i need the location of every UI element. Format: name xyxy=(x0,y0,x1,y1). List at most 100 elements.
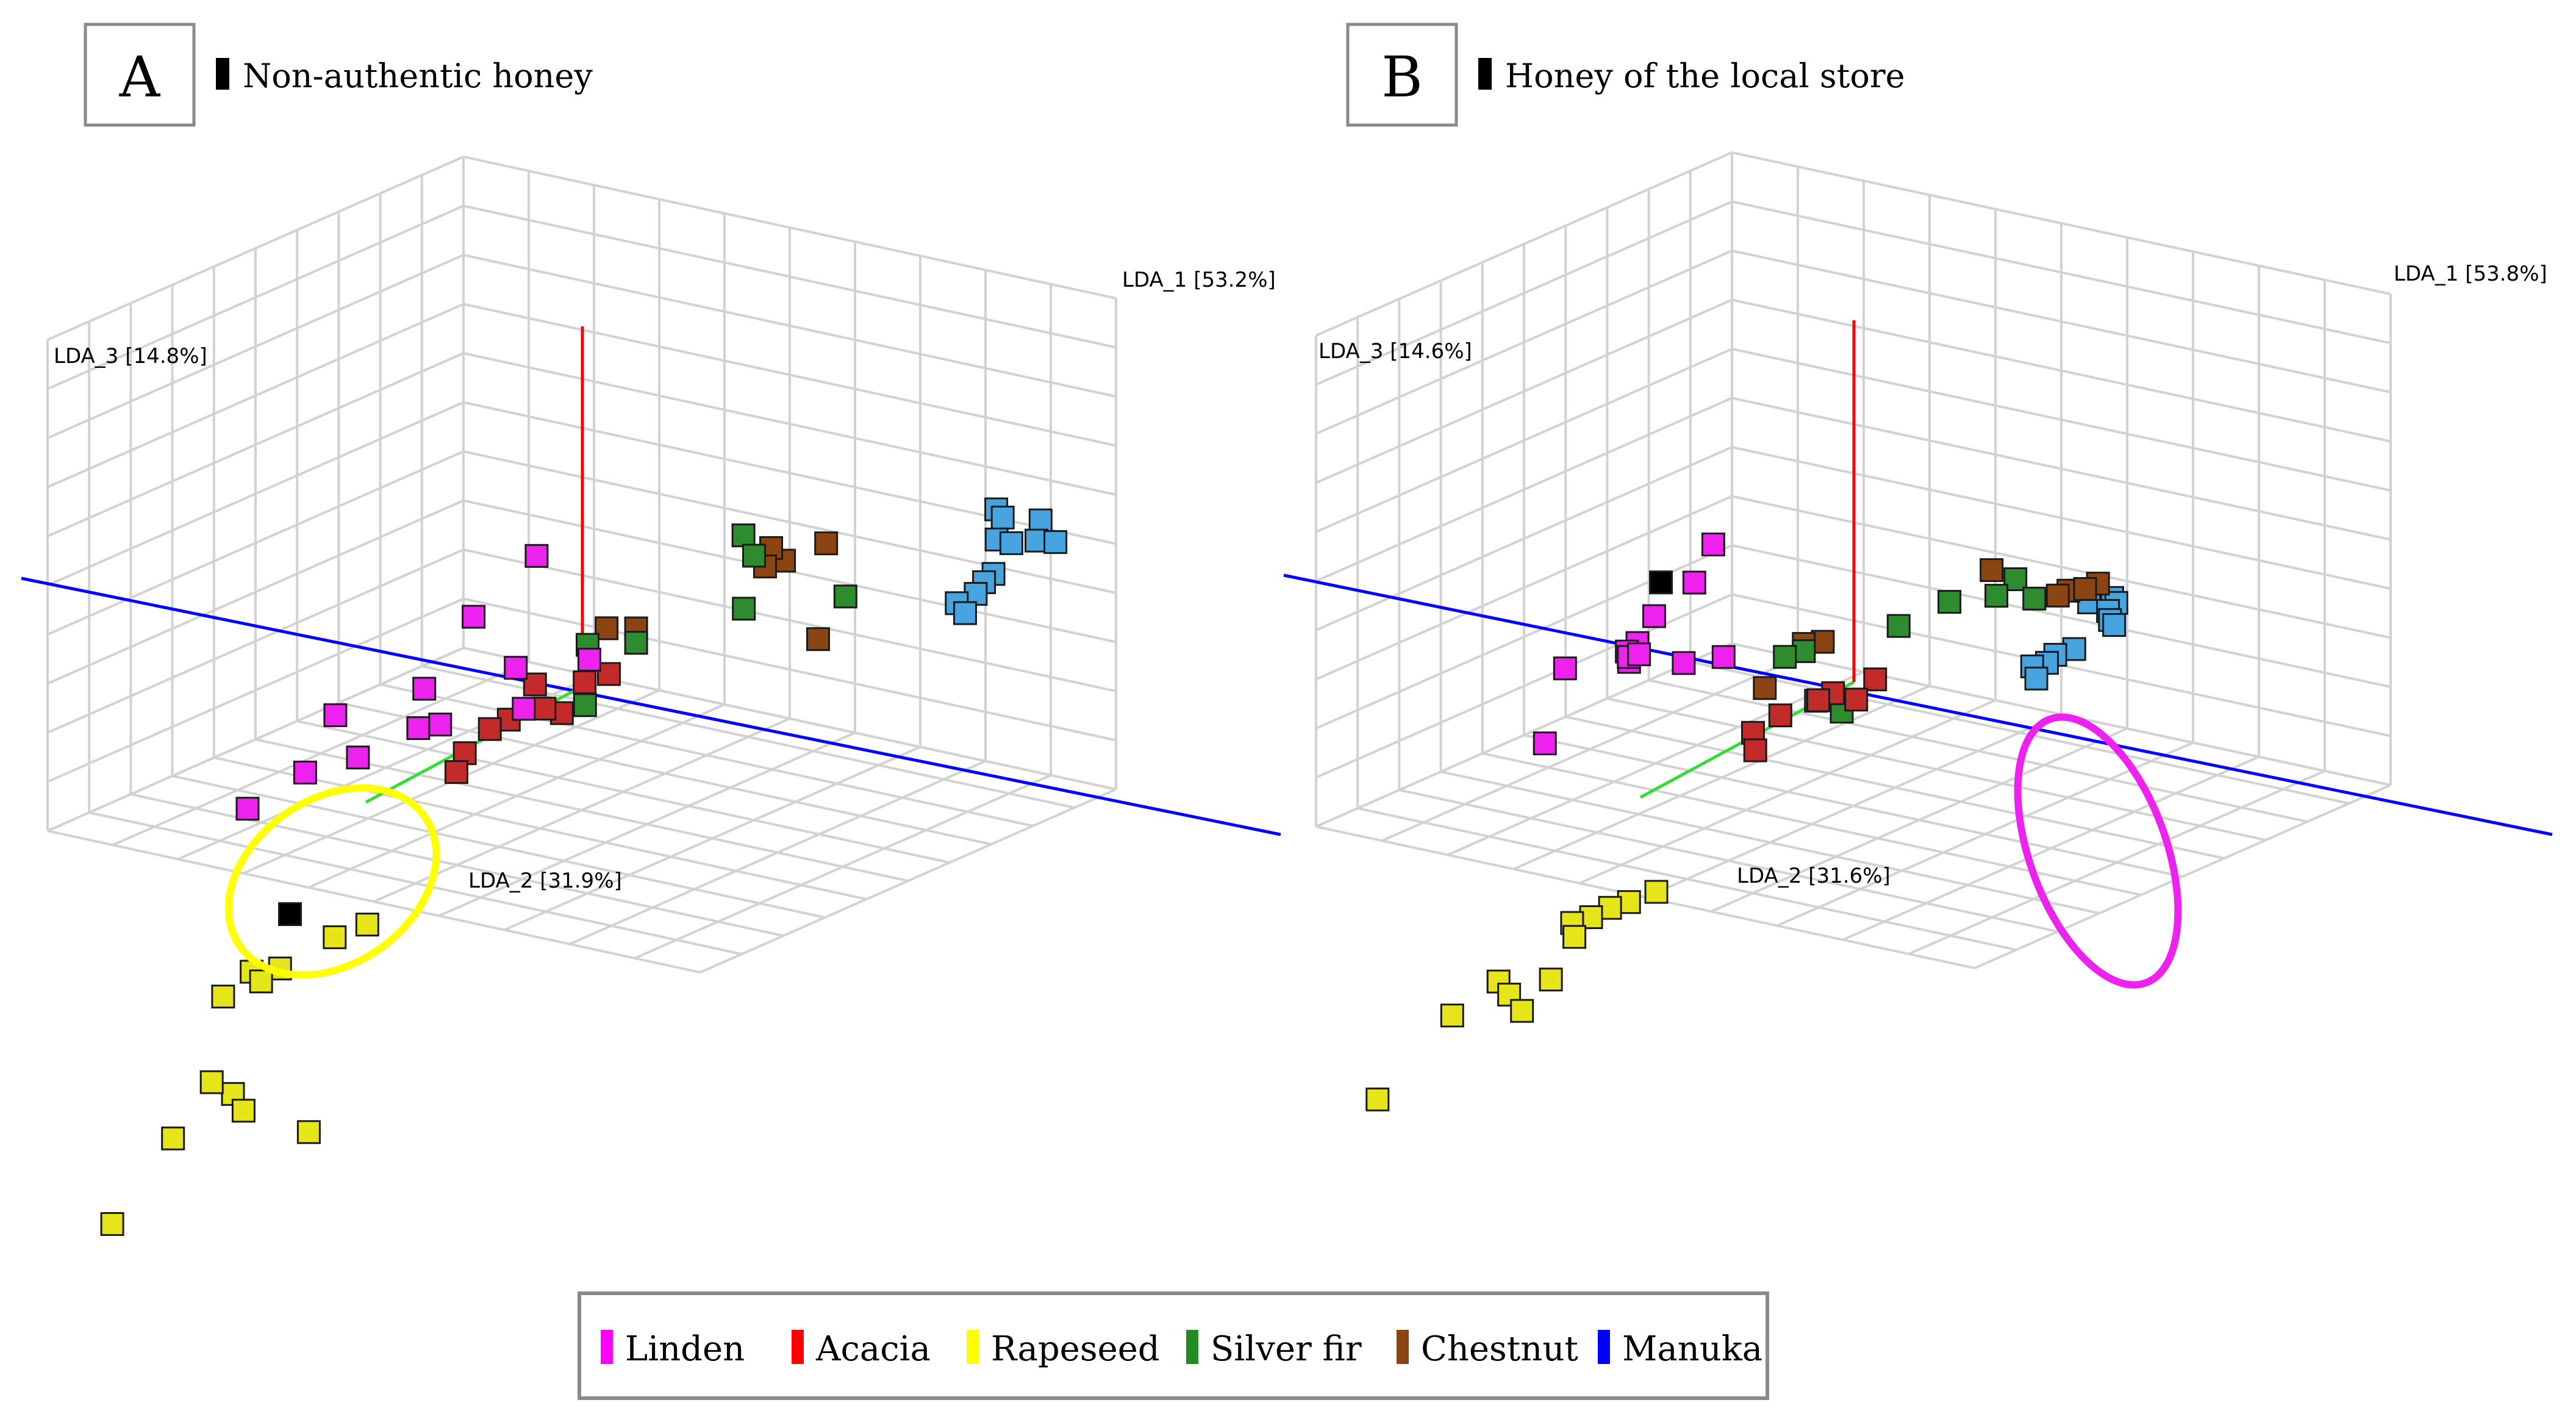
data-point xyxy=(1773,645,1797,669)
series-acacia xyxy=(1741,667,1887,763)
panel-b-axis-2-label: LDA_2 [31.6%] xyxy=(1737,864,1891,888)
data-point xyxy=(806,627,830,652)
data-point xyxy=(573,670,597,694)
data-point xyxy=(990,505,1015,530)
series-acacia xyxy=(444,662,621,784)
data-point xyxy=(1937,590,1962,614)
data-point xyxy=(293,760,317,784)
data-point xyxy=(731,523,756,548)
data-point xyxy=(406,716,431,741)
data-point xyxy=(235,797,260,821)
data-point xyxy=(1043,530,1068,555)
data-point xyxy=(1844,688,1869,712)
data-point xyxy=(355,913,379,937)
data-point xyxy=(597,662,621,686)
panel-a-axis-3-label: LDA_3 [14.8%] xyxy=(54,344,207,368)
data-point xyxy=(100,1212,124,1236)
data-point xyxy=(2024,666,2048,691)
legend-swatch xyxy=(601,1330,613,1364)
data-point xyxy=(1863,667,1887,692)
series-linden xyxy=(1533,533,1736,756)
data-point xyxy=(462,605,486,629)
data-point xyxy=(2045,583,2070,608)
data-point xyxy=(1553,656,1577,681)
series-silver-fir xyxy=(1773,567,2047,723)
series-honey-of-the-local-store xyxy=(1649,570,1673,595)
panel-b: B Honey of the local store LDA_1 [53.8%]… xyxy=(1283,23,2553,1111)
data-point xyxy=(833,584,857,609)
panel-b-letter: B xyxy=(1381,45,1423,110)
data-point xyxy=(1743,738,1767,763)
data-point xyxy=(742,544,766,568)
data-point xyxy=(532,697,557,721)
panel-a-title: Non-authentic honey xyxy=(243,57,593,95)
series-non-authentic-honey xyxy=(278,902,302,926)
data-point xyxy=(1627,642,1651,667)
data-point xyxy=(278,902,302,926)
data-point xyxy=(512,697,536,721)
data-point xyxy=(1753,676,1777,700)
panel-a-letter-box xyxy=(84,23,196,127)
data-point xyxy=(1644,880,1669,904)
legend-item-rapeseed: Rapeseed xyxy=(967,1329,1160,1369)
panel-a: A Non-authentic honey LDA_1 [53.2%] LDA_… xyxy=(21,23,1281,1236)
legend-frame xyxy=(578,1291,1769,1400)
data-point xyxy=(524,544,549,568)
data-point xyxy=(211,985,235,1009)
legend-swatch xyxy=(1397,1330,1409,1364)
series-linden xyxy=(235,544,601,821)
data-point xyxy=(1642,604,1666,628)
data-point xyxy=(346,745,370,770)
series-manuka xyxy=(2020,578,2128,691)
data-point xyxy=(732,597,756,621)
data-point xyxy=(523,672,547,697)
legend-swatch xyxy=(967,1330,979,1364)
data-point xyxy=(323,925,347,949)
data-point xyxy=(1806,688,1830,713)
data-point xyxy=(1649,570,1673,595)
panel-b-title: Honey of the local store xyxy=(1505,57,1905,95)
data-point xyxy=(249,969,273,994)
data-point xyxy=(1365,1087,1390,1111)
series-rapeseed xyxy=(100,913,379,1236)
data-point xyxy=(1768,703,1792,728)
series-rapeseed xyxy=(1365,880,1669,1111)
legend-label: Silver fir xyxy=(1211,1329,1362,1369)
data-point xyxy=(161,1126,185,1151)
legend-label: Chestnut xyxy=(1421,1329,1578,1369)
legend-item-silver-fir: Silver fir xyxy=(1186,1329,1362,1369)
panel-b-axis-3-label: LDA_3 [14.6%] xyxy=(1318,339,1472,364)
panel-a-title-marker xyxy=(216,58,229,90)
panel-a-axis-1-line xyxy=(21,576,1281,836)
data-point xyxy=(444,760,468,784)
series-chestnut xyxy=(1753,558,2110,700)
data-point xyxy=(1980,558,2004,583)
data-point xyxy=(624,631,648,655)
data-point xyxy=(573,693,597,717)
data-point xyxy=(296,1120,321,1144)
data-point xyxy=(1440,1003,1464,1028)
panel-b-points xyxy=(1365,533,2128,1111)
data-point xyxy=(999,531,1023,555)
data-point xyxy=(2102,613,2127,637)
panel-b-axis-1-line xyxy=(1283,573,2553,836)
data-point xyxy=(323,703,348,727)
data-point xyxy=(1886,614,1911,638)
data-point xyxy=(478,717,502,741)
series-manuka xyxy=(945,497,1068,625)
panel-a-axis-2-label: LDA_2 [31.9%] xyxy=(468,869,622,893)
legend-label: Acacia xyxy=(815,1329,931,1369)
data-point xyxy=(1701,533,1725,556)
data-point xyxy=(1539,968,1563,992)
legend-item-chestnut: Chestnut xyxy=(1397,1329,1578,1369)
data-point xyxy=(504,656,528,680)
panel-a-letter: A xyxy=(119,45,161,110)
panel-a-highlight-ellipse xyxy=(224,784,440,979)
panel-a-grid xyxy=(46,156,1117,974)
data-point xyxy=(1984,584,2009,608)
data-point xyxy=(1028,508,1053,533)
legend-label: Linden xyxy=(625,1329,745,1369)
data-point xyxy=(2022,586,2047,611)
legend-item-acacia: Acacia xyxy=(792,1329,931,1369)
